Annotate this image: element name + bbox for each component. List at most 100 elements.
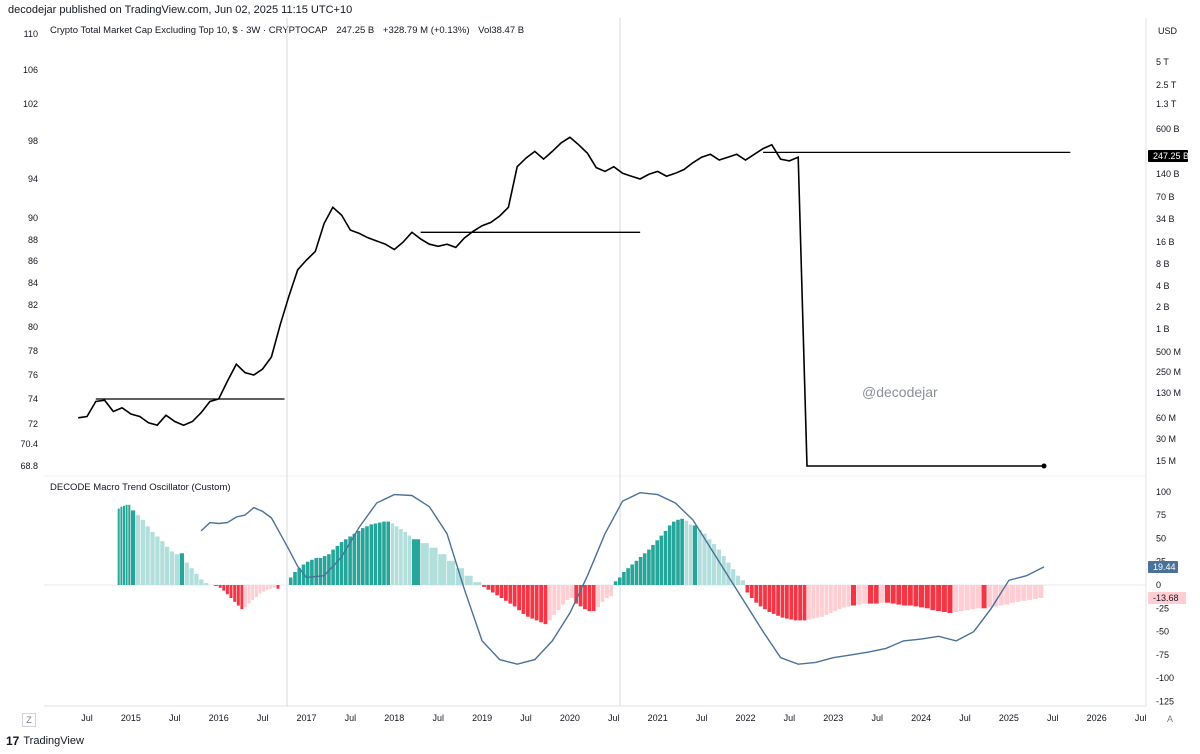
symbol-label[interactable]: Crypto Total Market Cap Excluding Top 10… bbox=[50, 25, 328, 36]
histogram-bar bbox=[987, 585, 993, 608]
histogram-bar bbox=[378, 522, 382, 585]
time-axis-tick: Jul bbox=[520, 713, 532, 723]
histogram-bar bbox=[251, 585, 255, 600]
histogram-bar bbox=[659, 535, 664, 585]
histogram-bar bbox=[780, 585, 785, 618]
histogram-bar bbox=[634, 560, 639, 585]
histogram-bar bbox=[120, 506, 123, 585]
histogram-bar bbox=[526, 585, 530, 617]
histogram-bar bbox=[626, 568, 630, 585]
time-axis-tick: Jul bbox=[696, 713, 708, 723]
histogram-bar bbox=[420, 543, 429, 585]
histogram-bar bbox=[512, 585, 517, 607]
oscillator-axis-tick: -25 bbox=[1156, 603, 1169, 613]
histogram-bar bbox=[663, 530, 668, 585]
histogram-bar bbox=[890, 585, 896, 604]
histogram-bar bbox=[189, 568, 194, 585]
auto-scale-left-button[interactable]: Z bbox=[22, 713, 36, 727]
left-axis-tick: 74 bbox=[28, 394, 38, 404]
histogram-bar bbox=[807, 585, 811, 620]
histogram-bar bbox=[184, 562, 189, 585]
histogram-bar bbox=[846, 585, 851, 607]
last-price-badge-text: 247.25 B bbox=[1153, 151, 1189, 161]
left-axis-tick: 98 bbox=[28, 136, 38, 146]
osc-hist-badge-text: -13.68 bbox=[1153, 593, 1179, 603]
right-axis-tick: 4 B bbox=[1156, 281, 1170, 291]
histogram-bar bbox=[390, 523, 395, 585]
histogram-bar bbox=[521, 585, 526, 614]
right-axis-tick: 2.5 T bbox=[1156, 80, 1177, 90]
histogram-bar bbox=[798, 585, 802, 621]
oscillator-axis-tick: -125 bbox=[1156, 697, 1174, 707]
histogram-bar bbox=[842, 585, 846, 608]
histogram-bar bbox=[233, 585, 237, 602]
histogram-bar bbox=[365, 526, 369, 585]
histogram-bar bbox=[767, 585, 772, 612]
left-axis-tick: 90 bbox=[28, 213, 38, 223]
right-axis-tick: 140 B bbox=[1156, 169, 1180, 179]
histogram-bar bbox=[672, 521, 676, 585]
histogram-bar bbox=[125, 504, 128, 585]
histogram-bar bbox=[789, 585, 794, 620]
time-axis[interactable]: Jul 2015 Jul 2016 Jul 2017 Jul 2018 Jul 2019 Jul 20… bbox=[81, 713, 1146, 723]
time-axis-tick: Jul bbox=[169, 713, 181, 723]
histogram-bar bbox=[651, 544, 655, 585]
histogram-bar bbox=[556, 585, 561, 611]
histogram-bar bbox=[236, 585, 240, 606]
histogram-bar bbox=[735, 575, 741, 585]
histogram-bar bbox=[348, 536, 352, 585]
histogram-bar bbox=[130, 510, 136, 585]
histogram-bar bbox=[642, 553, 647, 585]
osc-line-badge-text: 19.44 bbox=[1153, 562, 1176, 572]
histogram-bar bbox=[1021, 585, 1027, 601]
brand-name: TradingView bbox=[23, 735, 84, 747]
histogram-bar bbox=[758, 585, 763, 607]
histogram-bar bbox=[941, 585, 947, 612]
histogram-bar bbox=[517, 585, 521, 611]
oscillator-axis-tick: 0 bbox=[1156, 580, 1161, 590]
histogram-bar bbox=[824, 585, 829, 615]
histogram-bar bbox=[356, 530, 361, 585]
histogram-bar bbox=[229, 585, 233, 598]
histogram-bar bbox=[896, 585, 902, 605]
time-axis-tick: 2016 bbox=[209, 713, 229, 723]
histogram-bar bbox=[688, 524, 693, 585]
histogram-bar bbox=[447, 560, 456, 585]
time-axis-tick: 2025 bbox=[999, 713, 1019, 723]
histogram-bar bbox=[802, 585, 807, 621]
histogram-bar bbox=[204, 583, 209, 585]
time-axis-tick: Jul bbox=[81, 713, 93, 723]
histogram-bar bbox=[218, 585, 222, 588]
histogram-bar bbox=[322, 556, 327, 585]
left-axis-tick: 84 bbox=[28, 278, 38, 288]
histogram-bar bbox=[919, 585, 925, 608]
histogram-bar bbox=[613, 581, 618, 585]
oscillator-legend[interactable]: DECODE Macro Trend Oscillator (Custom) bbox=[50, 482, 231, 493]
histogram-bar bbox=[726, 562, 731, 585]
auto-scale-right-button[interactable]: A bbox=[1166, 714, 1173, 724]
right-axis-title: USD bbox=[1158, 26, 1178, 36]
histogram-bar bbox=[707, 539, 712, 585]
histogram-bar bbox=[697, 530, 702, 585]
histogram-bar bbox=[754, 585, 759, 603]
histogram-bar bbox=[145, 526, 150, 585]
histogram-bar bbox=[403, 531, 407, 585]
osc-line-badge: 19.44 bbox=[1148, 561, 1178, 573]
histogram-bar bbox=[776, 585, 780, 616]
histogram-bar bbox=[907, 585, 913, 606]
histogram-bar bbox=[499, 585, 504, 598]
histogram-bar bbox=[605, 585, 609, 598]
left-axis-tick: 86 bbox=[28, 256, 38, 266]
histogram-bar bbox=[815, 585, 820, 618]
histogram-bar bbox=[310, 559, 314, 585]
histogram-bar bbox=[344, 539, 348, 585]
histogram-bar bbox=[638, 557, 643, 585]
histogram-bar bbox=[622, 572, 626, 585]
histogram-bar bbox=[547, 585, 552, 621]
time-axis-tick: 2022 bbox=[735, 713, 755, 723]
histogram-bar bbox=[731, 569, 736, 585]
tradingview-logo: 17 bbox=[6, 734, 20, 748]
histogram-bar bbox=[272, 585, 276, 588]
right-axis-tick: 8 B bbox=[1156, 259, 1170, 269]
